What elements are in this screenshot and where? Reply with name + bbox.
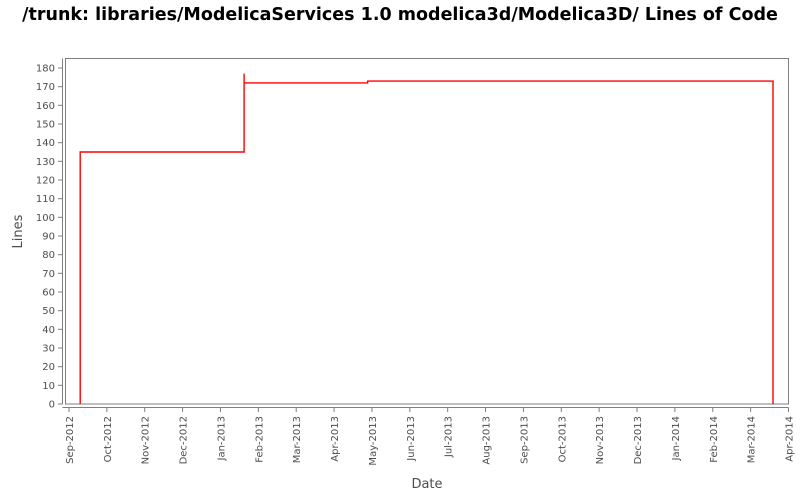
y-tick-label: 60 (42, 287, 55, 298)
x-tick-label: Dec-2012 (179, 416, 190, 464)
x-tick-label: Sep-2012 (65, 416, 76, 464)
plot-border (65, 58, 789, 405)
y-tick-label: 70 (42, 269, 55, 280)
x-tick-label: Feb-2014 (709, 416, 720, 463)
x-tick-label: Dec-2013 (633, 416, 644, 464)
y-axis-label: Lines (11, 214, 26, 248)
y-tick-label: 20 (42, 362, 55, 373)
x-tick-label: Jan-2013 (216, 416, 227, 461)
y-tick-label: 50 (42, 306, 55, 317)
x-tick-label: Jul-2013 (444, 416, 455, 458)
x-tick-label: Sep-2013 (519, 416, 530, 464)
y-axis-ticks: 0 10 20 30 40 50 60 70 80 90 100 110 120 130 140 150 160… (36, 63, 63, 411)
y-tick-label: 100 (36, 213, 55, 224)
x-axis-label: Date (411, 477, 442, 492)
x-tick-label: Mar-2013 (292, 416, 303, 463)
y-tick-label: 160 (36, 101, 55, 112)
x-tick-label: Jan-2014 (671, 416, 682, 461)
y-tick-label: 80 (42, 250, 55, 261)
y-tick-label: 0 (49, 400, 55, 411)
x-tick-label: Oct-2012 (103, 416, 114, 462)
y-tick-label: 120 (36, 175, 55, 186)
y-tick-label: 110 (36, 194, 55, 205)
x-tick-label: May-2013 (368, 416, 379, 466)
x-tick-label: Mar-2014 (747, 416, 758, 463)
y-tick-label: 150 (36, 119, 55, 130)
y-tick-label: 140 (36, 138, 55, 149)
x-tick-label: Feb-2013 (254, 416, 265, 463)
y-tick-label: 40 (42, 325, 55, 336)
y-tick-label: 90 (42, 231, 55, 242)
x-tick-label: Oct-2013 (557, 416, 568, 462)
y-tick-label: 170 (36, 82, 55, 93)
y-tick-label: 30 (42, 343, 55, 354)
x-tick-label: Aug-2013 (482, 416, 493, 465)
x-tick-label: Apr-2013 (330, 416, 341, 462)
x-axis-ticks: Sep-2012 Oct-2012 Nov-2012 Dec-2012 Jan-2013… (65, 407, 795, 466)
x-tick-label: Nov-2012 (141, 416, 152, 464)
y-tick-label: 180 (36, 63, 55, 74)
y-tick-label: 10 (42, 381, 55, 392)
chart-title: /trunk: libraries/ModelicaServices 1.0 m… (22, 5, 778, 25)
x-tick-label: Jun-2013 (406, 416, 417, 462)
x-tick-label: Nov-2013 (595, 416, 606, 464)
y-tick-label: 130 (36, 157, 55, 168)
x-tick-label: Apr-2014 (784, 416, 795, 462)
loc-series-line (79, 73, 774, 404)
